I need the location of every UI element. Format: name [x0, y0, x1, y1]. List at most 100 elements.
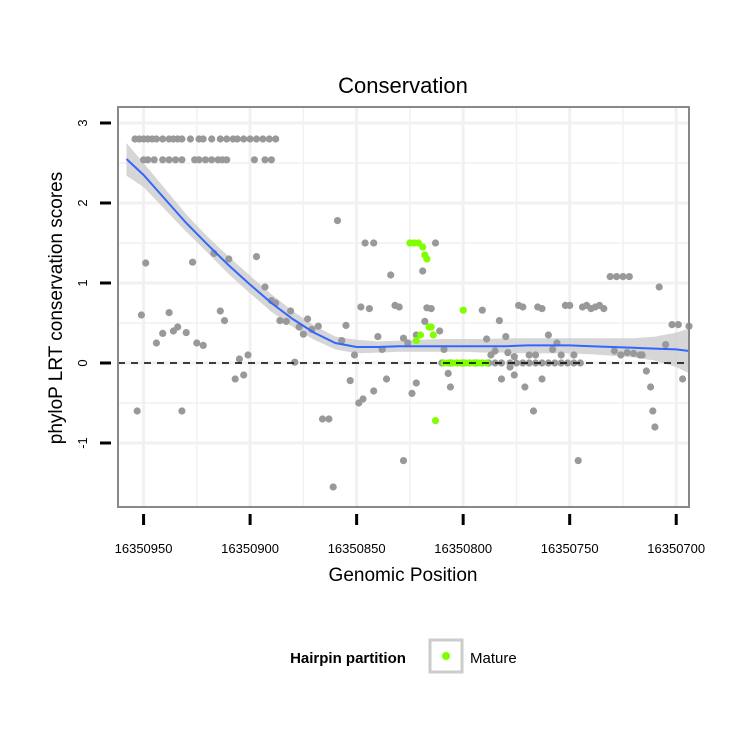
point-other-56 [216, 307, 224, 315]
point-other-79 [333, 217, 342, 225]
point-other-182 [662, 341, 670, 349]
point-other-46 [159, 329, 167, 337]
point-other-98 [419, 267, 427, 275]
point-other-22 [259, 135, 267, 143]
point-other-13 [199, 135, 207, 143]
point-other-23 [265, 135, 273, 143]
point-other-184 [674, 321, 682, 329]
point-other-101 [431, 239, 440, 247]
point-mature-7 [427, 323, 435, 331]
point-other-39 [250, 156, 258, 164]
point-other-143 [519, 303, 527, 311]
point-other-50 [178, 407, 186, 415]
point-other-44 [142, 259, 150, 267]
point-other-179 [649, 407, 657, 415]
point-other-15 [216, 135, 224, 143]
point-other-129 [551, 359, 559, 367]
point-other-109 [399, 334, 408, 342]
point-other-165 [521, 383, 529, 391]
point-mature-8 [429, 331, 437, 339]
smooth-line [125, 158, 690, 352]
point-other-166 [532, 351, 540, 359]
point-other-72 [299, 330, 307, 338]
point-other-100 [427, 305, 435, 313]
y-tick-label-2: 1 [75, 279, 90, 286]
point-other-141 [510, 371, 518, 379]
point-other-78 [329, 483, 337, 491]
x-tick-label-0: 16350950 [115, 541, 173, 556]
point-other-19 [240, 135, 248, 143]
point-other-90 [382, 375, 391, 383]
y-tick-label-4: 3 [75, 119, 90, 126]
point-other-171 [625, 273, 633, 281]
point-other-148 [544, 331, 553, 339]
point-other-173 [617, 351, 625, 359]
point-other-96 [408, 389, 416, 397]
point-other-68 [282, 317, 290, 325]
point-other-107 [361, 239, 369, 247]
point-other-95 [404, 339, 412, 347]
point-other-178 [647, 383, 655, 391]
x-tick-label-2: 16350850 [328, 541, 386, 556]
point-other-180 [651, 423, 659, 431]
point-mature-12 [459, 306, 467, 314]
plot-border [117, 106, 690, 508]
point-other-62 [244, 351, 252, 359]
point-other-82 [346, 377, 354, 385]
point-other-5 [152, 135, 160, 143]
point-other-16 [223, 135, 231, 143]
point-other-125 [525, 359, 533, 367]
point-other-40 [261, 156, 269, 164]
point-other-57 [220, 317, 229, 325]
point-other-53 [193, 339, 201, 347]
point-other-86 [365, 305, 373, 313]
legend: Hairpin partition Mature [290, 638, 517, 674]
point-mature-10 [416, 331, 425, 339]
point-other-163 [504, 349, 512, 357]
point-other-69 [287, 307, 295, 315]
point-other-11 [186, 135, 194, 143]
point-other-26 [144, 156, 152, 164]
point-mature-5 [423, 255, 431, 263]
point-other-6 [159, 135, 167, 143]
legend-key-mature-dot [442, 652, 450, 660]
point-other-93 [395, 303, 403, 311]
point-other-27 [150, 156, 158, 164]
point-other-106 [357, 303, 365, 311]
point-other-21 [252, 135, 261, 143]
point-other-76 [318, 415, 327, 423]
point-other-154 [570, 351, 578, 359]
legend-title: Hairpin partition [290, 650, 406, 667]
point-other-151 [557, 351, 565, 359]
point-other-18 [233, 135, 241, 143]
point-other-38 [223, 156, 231, 164]
point-other-123 [512, 359, 521, 367]
point-other-135 [483, 335, 491, 343]
point-other-134 [478, 306, 486, 314]
point-other-31 [178, 156, 186, 164]
point-other-70 [291, 358, 299, 366]
point-other-54 [199, 341, 207, 349]
x-axis-label: Genomic Position [329, 565, 478, 586]
point-other-83 [350, 351, 359, 359]
axes: 16350950 16350900 16350850 16350800 16350750… [75, 119, 705, 556]
point-other-60 [235, 355, 243, 363]
point-other-169 [613, 273, 621, 281]
point-other-111 [421, 317, 429, 325]
point-other-34 [201, 156, 209, 164]
point-other-67 [276, 317, 284, 325]
point-other-87 [370, 387, 378, 395]
point-mature-11 [412, 337, 420, 345]
point-other-33 [195, 156, 203, 164]
point-other-63 [252, 253, 261, 261]
point-other-47 [165, 309, 173, 317]
point-other-161 [600, 305, 608, 313]
point-other-20 [246, 135, 254, 143]
point-other-30 [171, 156, 180, 164]
point-other-43 [137, 311, 145, 319]
point-other-170 [619, 273, 627, 281]
point-other-52 [189, 258, 197, 266]
point-other-108 [370, 239, 378, 247]
point-other-155 [574, 457, 582, 465]
